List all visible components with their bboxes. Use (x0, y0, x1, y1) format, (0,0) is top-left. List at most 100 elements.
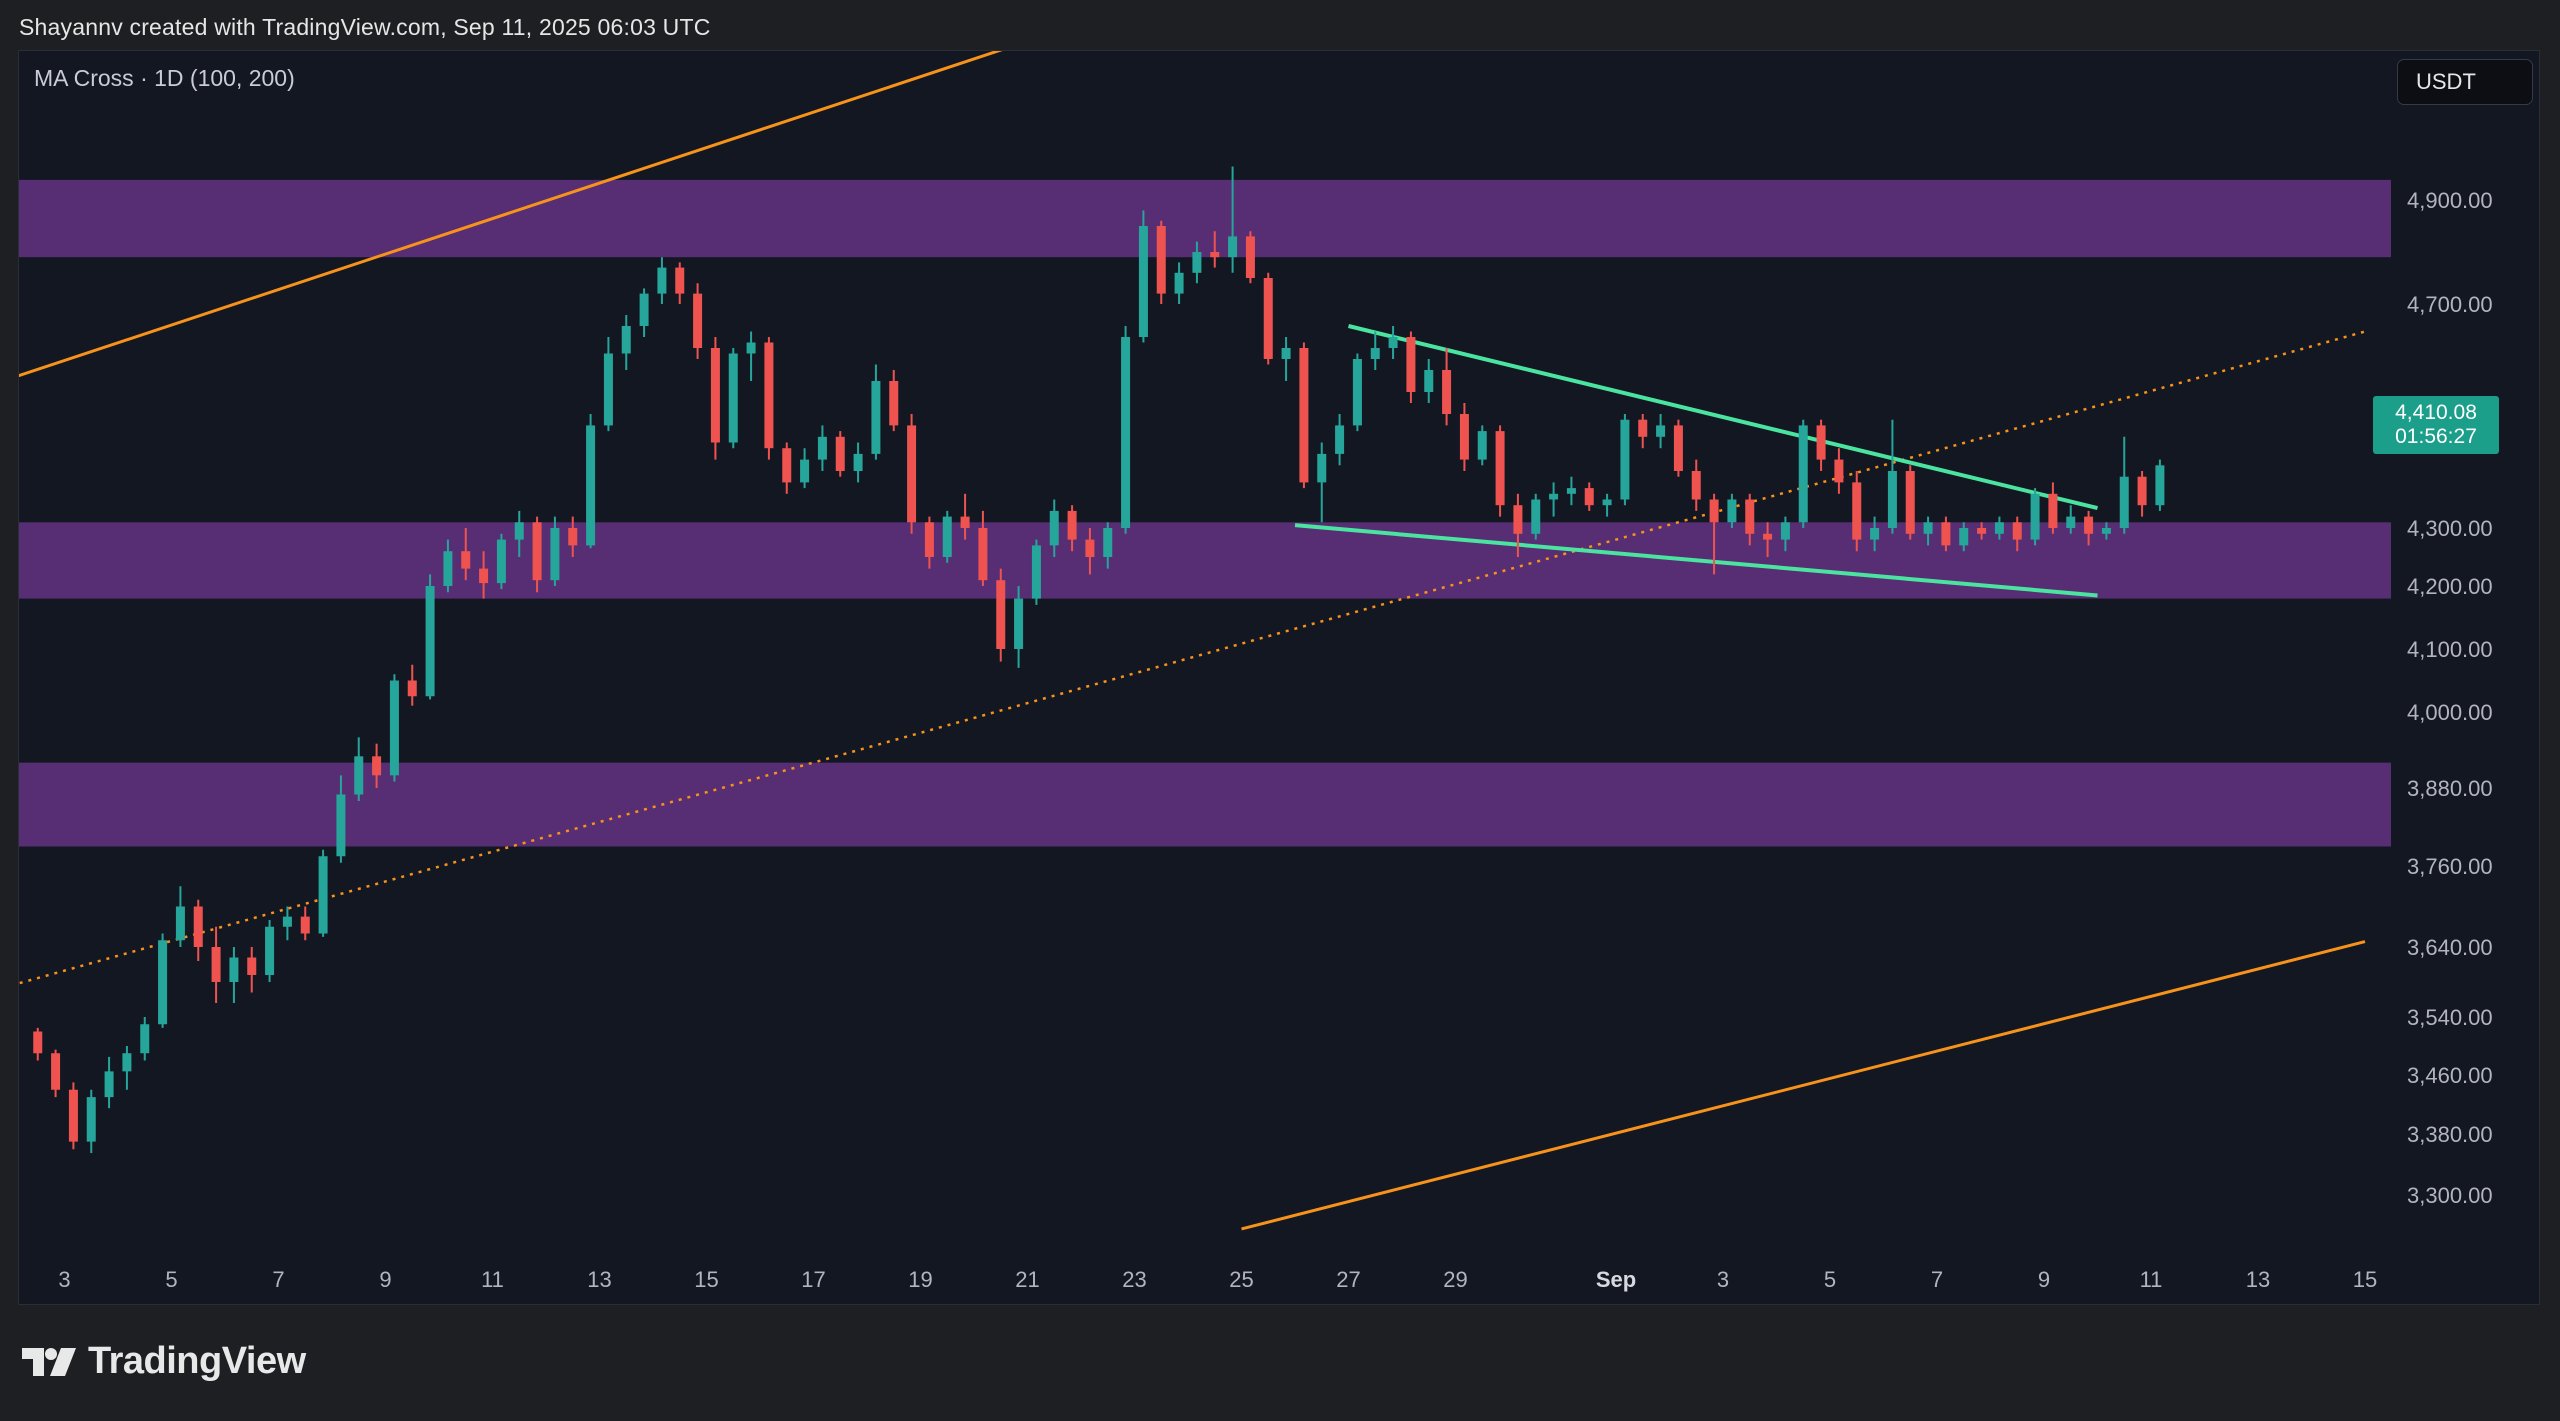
candle-32 (586, 414, 596, 549)
candle-96 (1727, 493, 1737, 528)
candle-2 (51, 1049, 61, 1098)
candle-41 (746, 331, 756, 381)
candle-5 (104, 1056, 114, 1109)
candle-28 (514, 510, 524, 557)
candle-body (1495, 431, 1505, 506)
candle-69 (1245, 231, 1255, 284)
candle-52 (942, 510, 952, 563)
candle-body (1798, 425, 1808, 523)
candle-43 (782, 442, 792, 494)
candle-body (1549, 493, 1559, 500)
candle-body (247, 957, 257, 975)
candle-6 (122, 1046, 132, 1090)
candle-45 (817, 425, 827, 471)
brand[interactable]: TradingView (20, 1340, 306, 1383)
time-tick-label: Sep (1596, 1267, 1636, 1292)
candle-body (603, 353, 613, 426)
candle-60 (1085, 528, 1095, 575)
candle-body (924, 522, 934, 557)
time-tick-label: 9 (2038, 1267, 2050, 1292)
candle-65 (1174, 262, 1184, 304)
candle-56 (1014, 586, 1024, 668)
candle-15 (282, 906, 292, 941)
candle-body (1406, 337, 1416, 392)
candle-4 (86, 1089, 96, 1154)
candle-88 (1584, 482, 1594, 511)
candle-body (496, 539, 506, 584)
price-tick-label: 3,880.00 (2407, 776, 2493, 801)
candle-body (1049, 510, 1059, 546)
candle-body (1370, 348, 1380, 359)
candle-23 (425, 574, 435, 700)
candle-116 (2084, 510, 2094, 546)
candle-61 (1103, 522, 1113, 569)
candle-53 (960, 493, 970, 540)
candle-1 (33, 1027, 43, 1061)
candle-39 (710, 337, 720, 460)
price-chart[interactable]: 4,900.004,700.004,500.004,300.004,200.00… (19, 51, 2540, 1305)
candle-body (104, 1071, 114, 1098)
time-tick-label: 7 (1931, 1267, 1943, 1292)
candle-44 (800, 448, 810, 489)
time-tick-label: 13 (2246, 1267, 2270, 1292)
candle-86 (1549, 482, 1559, 517)
candle-body (389, 680, 399, 776)
candle-body (1138, 226, 1148, 337)
price-tick-label: 4,300.00 (2407, 516, 2493, 541)
candle-body (550, 528, 560, 581)
candle-14 (265, 920, 275, 982)
candle-71 (1281, 337, 1291, 381)
currency-button[interactable]: USDT (2397, 59, 2533, 105)
candle-68 (1228, 166, 1238, 273)
candle-body (1656, 425, 1666, 437)
chart-caption: Shayannv created with TradingView.com, S… (19, 14, 711, 40)
candle-64 (1156, 220, 1166, 304)
indicator-label[interactable]: MA Cross · 1D (100, 200) (34, 65, 295, 91)
candles-layer (33, 166, 2165, 1154)
candle-body (782, 448, 792, 483)
candle-body (1121, 337, 1131, 528)
price-tick-label: 3,460.00 (2407, 1063, 2493, 1088)
price-tick-label: 3,300.00 (2407, 1183, 2493, 1208)
candle-body (1852, 482, 1862, 540)
candle-body (1459, 414, 1469, 460)
candle-body (1834, 459, 1844, 483)
candle-22 (407, 664, 417, 706)
candle-body (1299, 348, 1309, 483)
candle-body (443, 551, 453, 586)
candle-18 (336, 775, 346, 863)
candle-55 (996, 568, 1006, 662)
candle-27 (496, 533, 506, 590)
price-tick-label: 3,640.00 (2407, 935, 2493, 960)
candle-body (835, 436, 845, 471)
candle-70 (1263, 272, 1273, 365)
candle-body (86, 1097, 96, 1142)
time-tick-label: 5 (1824, 1267, 1836, 1292)
candle-body (1905, 471, 1915, 534)
candle-body (1477, 431, 1487, 460)
candle-120 (2155, 459, 2165, 511)
candle-body (1014, 598, 1024, 649)
candle-94 (1691, 459, 1701, 511)
candle-body (728, 353, 738, 443)
candle-99 (1780, 516, 1790, 552)
candle-54 (978, 510, 988, 586)
candle-114 (2048, 482, 2058, 534)
candle-83 (1495, 425, 1505, 517)
candle-38 (693, 283, 703, 359)
candle-95 (1709, 493, 1719, 575)
candle-body (2030, 493, 2040, 540)
candle-body (2137, 476, 2147, 506)
candle-48 (871, 364, 881, 460)
candle-body (1263, 278, 1273, 359)
time-tick-label: 25 (1229, 1267, 1253, 1292)
candle-103 (1852, 471, 1862, 552)
candle-84 (1513, 493, 1523, 557)
candle-body (211, 947, 221, 982)
candle-body (318, 856, 328, 934)
chart-area[interactable]: 4,900.004,700.004,500.004,300.004,200.00… (18, 50, 2540, 1305)
candle-body (1602, 499, 1612, 506)
candle-body (1245, 236, 1255, 278)
last-price-value: 4,410.08 (2395, 401, 2477, 424)
candle-body (175, 906, 185, 941)
